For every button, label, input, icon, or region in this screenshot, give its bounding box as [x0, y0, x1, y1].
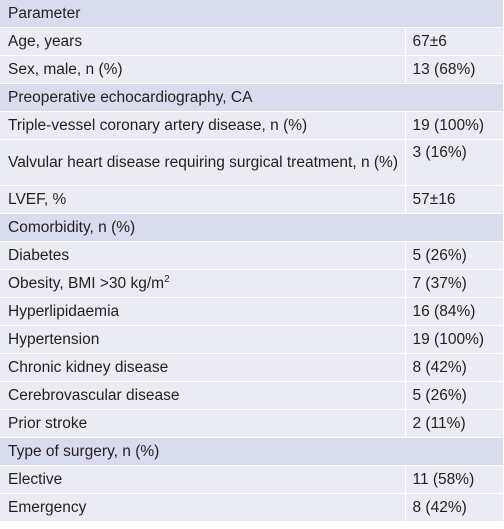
table-header-parameter: Parameter [0, 0, 503, 28]
table-row: Hyperlipidaemia 16 (84%) [0, 297, 503, 326]
row-label: Emergency [0, 493, 406, 522]
table-row: Valvular heart disease requiring surgica… [0, 139, 503, 186]
row-value: 3 (16%) [405, 139, 503, 186]
row-label: Elective [0, 465, 406, 494]
row-label: Cerebrovascular disease [0, 381, 406, 410]
row-value: 2 (11%) [405, 409, 503, 438]
section-header-row: Comorbidity, n (%) [0, 213, 503, 242]
row-value: 19 (100%) [405, 111, 503, 140]
table-row: Diabetes 5 (26%) [0, 241, 503, 270]
row-label: Chronic kidney disease [0, 353, 406, 382]
section-header-row: Type of surgery, n (%) [0, 437, 503, 466]
row-value: 19 (100%) [405, 325, 503, 354]
row-label: Prior stroke [0, 409, 406, 438]
row-label: Age, years [0, 27, 406, 56]
row-label: Triple-vessel coronary artery disease, n… [0, 111, 406, 140]
table-header-row: Parameter [0, 0, 503, 28]
row-value: 5 (26%) [405, 381, 503, 410]
table-row: Prior stroke 2 (11%) [0, 409, 503, 438]
superscript: 2 [164, 274, 170, 285]
table-row: Chronic kidney disease 8 (42%) [0, 353, 503, 382]
table-row: Age, years 67±6 [0, 27, 503, 56]
row-label: Hypertension [0, 325, 406, 354]
row-label: Hyperlipidaemia [0, 297, 406, 326]
section-header-comorbidity: Comorbidity, n (%) [0, 213, 503, 242]
row-label: Obesity, BMI >30 kg/m2 [0, 269, 406, 298]
table-row: Hypertension 19 (100%) [0, 325, 503, 354]
row-label: Diabetes [0, 241, 406, 270]
table-row: Sex, male, n (%) 13 (68%) [0, 55, 503, 84]
table-row: Cerebrovascular disease 5 (26%) [0, 381, 503, 410]
row-label: Valvular heart disease requiring surgica… [0, 139, 406, 186]
row-value: 8 (42%) [405, 353, 503, 382]
row-label-text: Obesity, BMI >30 kg/m [8, 275, 165, 292]
row-label: LVEF, % [0, 185, 406, 214]
row-value: 8 (42%) [405, 493, 503, 522]
row-value: 57±16 [405, 185, 503, 214]
row-value: 13 (68%) [405, 55, 503, 84]
table-row: Elective 11 (58%) [0, 465, 503, 494]
row-value: 16 (84%) [405, 297, 503, 326]
section-header-row: Preoperative echocardiography, CA [0, 83, 503, 112]
table-row: Emergency 8 (42%) [0, 493, 503, 522]
row-value: 7 (37%) [405, 269, 503, 298]
table-row: Triple-vessel coronary artery disease, n… [0, 111, 503, 140]
row-value: 11 (58%) [405, 465, 503, 494]
row-value: 67±6 [405, 27, 503, 56]
table-row: LVEF, % 57±16 [0, 185, 503, 214]
table-row: Obesity, BMI >30 kg/m2 7 (37%) [0, 269, 503, 298]
row-label: Sex, male, n (%) [0, 55, 406, 84]
section-header-surgery-type: Type of surgery, n (%) [0, 437, 503, 466]
row-value: 5 (26%) [405, 241, 503, 270]
section-header-echocardiography: Preoperative echocardiography, CA [0, 83, 503, 112]
